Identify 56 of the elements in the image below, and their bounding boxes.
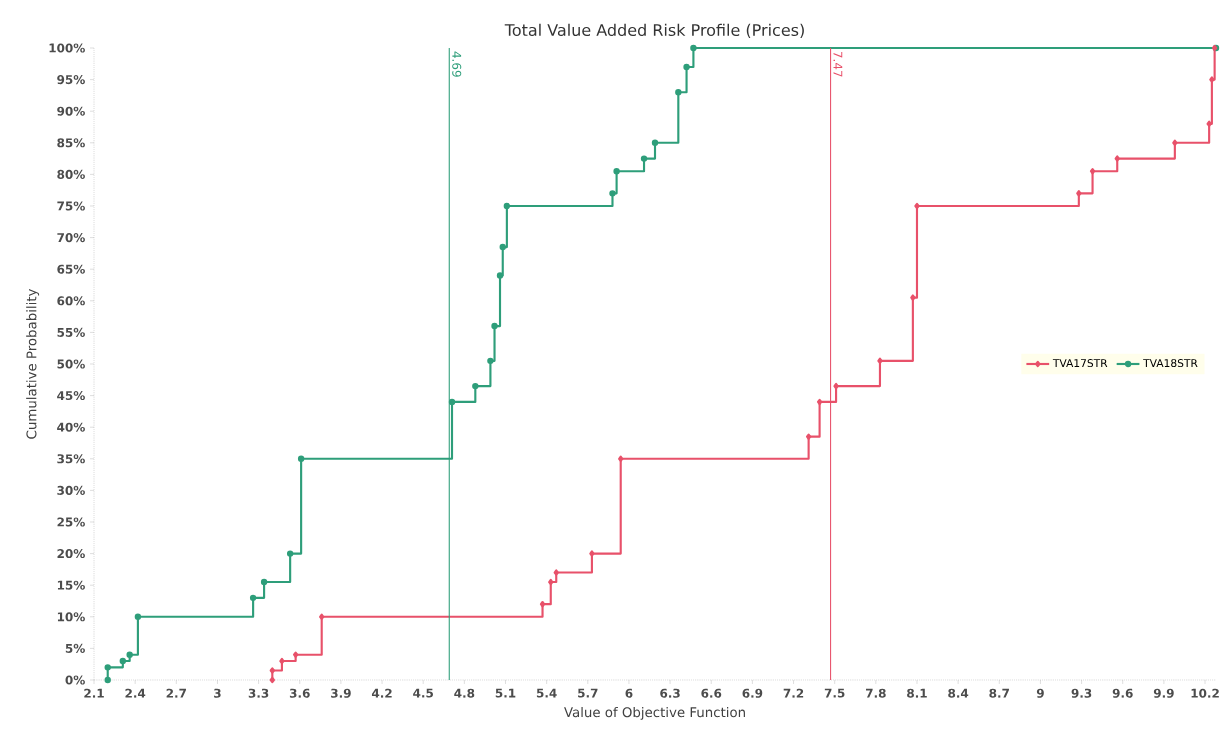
- ref-line-label: 4.69: [452, 51, 462, 77]
- y-tick-label: 30%: [57, 485, 85, 495]
- x-tick-label: 6: [625, 688, 633, 698]
- y-tick-label: 20%: [57, 549, 85, 559]
- x-tick-label: 6.9: [742, 688, 763, 698]
- x-tick-label: 5.4: [536, 688, 557, 698]
- x-tick-label: 4.5: [413, 688, 433, 698]
- x-tick-label: 2.1: [84, 688, 104, 698]
- x-tick-label: 8.4: [948, 688, 969, 698]
- y-tick-label: 5%: [65, 643, 85, 653]
- y-tick-label: 45%: [57, 391, 85, 401]
- y-axis-title: Cumulative Probability: [26, 288, 40, 439]
- x-tick-label: 9.3: [1071, 688, 1092, 698]
- chart-title: Total Value Added Risk Profile (Prices): [504, 23, 804, 38]
- x-tick-label: 3.9: [331, 688, 351, 698]
- x-tick-label: 2.4: [125, 688, 146, 698]
- x-tick-label: 10.2: [1191, 688, 1219, 698]
- y-tick-label: 15%: [57, 580, 85, 590]
- legend-label: TVA17STR: [1052, 359, 1108, 368]
- y-tick-label: 70%: [57, 233, 85, 243]
- y-tick-label: 50%: [57, 359, 85, 369]
- x-tick-label: 5.7: [578, 688, 598, 698]
- y-tick-label: 25%: [57, 517, 85, 527]
- y-tick-label: 100%: [49, 43, 85, 53]
- y-tick-label: 60%: [57, 296, 85, 306]
- x-tick-label: 6.3: [660, 688, 680, 698]
- y-tick-label: 75%: [57, 201, 85, 211]
- y-tick-label: 95%: [57, 75, 85, 85]
- x-tick-label: 6.6: [701, 688, 722, 698]
- y-tick-label: 35%: [57, 454, 85, 464]
- x-tick-label: 2.7: [166, 688, 186, 698]
- x-tick-label: 4.8: [454, 688, 475, 698]
- y-tick-label: 10%: [57, 612, 85, 622]
- x-tick-label: 7.2: [783, 688, 804, 698]
- x-tick-label: 5.1: [495, 688, 516, 698]
- y-tick-label: 40%: [57, 422, 85, 432]
- x-tick-label: 3.3: [248, 688, 269, 698]
- y-tick-label: 55%: [57, 327, 85, 337]
- ref-line-label: 7.47: [833, 51, 843, 77]
- x-tick-label: 7.5: [824, 688, 845, 698]
- x-tick-label: 3: [214, 688, 221, 698]
- legend-label: TVA18STR: [1143, 359, 1198, 368]
- x-tick-label: 8.7: [989, 688, 1009, 698]
- x-tick-label: 4.2: [371, 688, 392, 698]
- x-tick-label: 7.8: [866, 688, 886, 698]
- y-tick-label: 65%: [57, 264, 85, 274]
- y-tick-label: 80%: [57, 169, 85, 179]
- x-tick-label: 9.9: [1153, 688, 1174, 698]
- y-tick-label: 85%: [57, 138, 85, 148]
- x-tick-label: 8.1: [907, 688, 927, 698]
- y-tick-label: 90%: [57, 106, 85, 116]
- x-axis-title: Value of Objective Function: [564, 706, 745, 720]
- x-tick-label: 9.6: [1112, 688, 1133, 698]
- y-tick-label: 0%: [65, 675, 85, 685]
- x-tick-label: 9: [1036, 688, 1044, 698]
- x-tick-label: 3.6: [289, 688, 310, 698]
